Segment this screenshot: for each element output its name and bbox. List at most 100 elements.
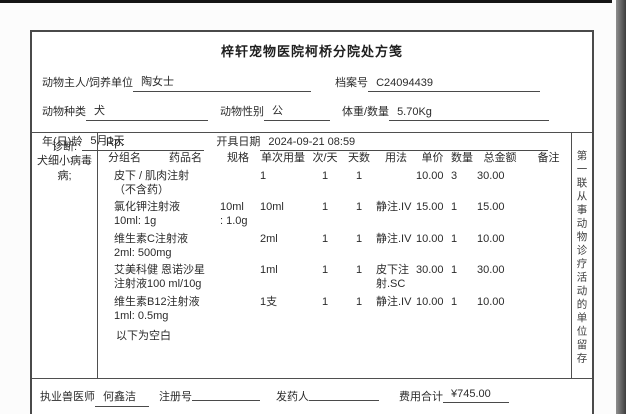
- drug-total: 10.00: [477, 232, 505, 245]
- drug-days: 1: [355, 264, 363, 277]
- column-header-qty: 数量: [451, 152, 473, 164]
- drug-remark: [525, 201, 571, 229]
- weight-label: 体重/数量: [342, 106, 390, 118]
- drug-usage: 皮下注射.SC: [376, 264, 409, 290]
- blank-below-note: 以下为空白: [116, 330, 171, 343]
- drug-usage: [376, 170, 416, 198]
- vet-label: 执业兽医师: [40, 391, 95, 403]
- column-header-times: 次/天: [312, 152, 338, 164]
- drug-name: 艾美科健 恩诺沙星 注射液100 ml/10g: [114, 264, 206, 290]
- drug-dose: 1ml: [260, 264, 278, 277]
- drug-qty: 1: [451, 201, 458, 214]
- dispenser-value: [309, 388, 379, 401]
- species-value: 犬: [86, 102, 208, 121]
- rx-table: 分组名 药品名 规格 单次用量 次/天 天数 用法 单价 数量 总金额 备注 皮…: [106, 152, 571, 323]
- column-header-total: 总金额: [483, 152, 517, 164]
- drug-total: 15.00: [477, 201, 505, 214]
- drug-usage: 静注.IV: [376, 201, 412, 214]
- drug-name: 皮下 / 肌肉注射 （不含药）: [114, 169, 190, 196]
- gender-value: 公: [264, 102, 330, 121]
- header-group: 分组名: [108, 152, 141, 164]
- column-header-days: 天数: [348, 152, 370, 164]
- drug-total: 30.00: [477, 169, 505, 182]
- weight-value: 5.70Kg: [389, 106, 550, 121]
- owner-value: 陶女士: [133, 73, 312, 92]
- sheet-main: 诊断: 犬细小病毒病; Rp: 分组名 药品名 规格 单次用量 次/天 天数 用…: [32, 132, 592, 378]
- drug-qty: 1: [451, 264, 458, 277]
- drug-total: 30.00: [477, 264, 505, 277]
- drug-days: 1: [355, 201, 363, 214]
- field-row-age-date: 年(日)龄 5月1天 开具日期 2024-09-21 08:59: [42, 132, 582, 151]
- owner-label: 动物主人/饲养单位: [42, 77, 134, 89]
- drug-dose: 10ml: [260, 201, 284, 214]
- drug-times: 1: [321, 169, 329, 182]
- column-header-price: 单价: [421, 152, 444, 164]
- drug-remark: [525, 264, 571, 292]
- drug-name: 氯化钾注射液 10ml: 1g: [114, 201, 180, 227]
- sheet-header: 梓轩宠物医院柯桥分院处方笺 动物主人/饲养单位 陶女士 档案号 C2409443…: [32, 32, 592, 151]
- drug-qty: 1: [451, 232, 458, 245]
- species-label: 动物种类: [42, 106, 86, 118]
- drug-qty: 3: [451, 169, 458, 182]
- gender-label: 动物性别: [220, 106, 264, 118]
- registration-label: 注册号: [159, 391, 192, 403]
- window-top-edge: [0, 0, 612, 3]
- page-title: 梓轩宠物医院柯桥分院处方笺: [220, 44, 403, 59]
- header-drug: 药品名: [169, 152, 202, 164]
- diagnosis-value: 犬细小病毒病;: [37, 155, 92, 182]
- drug-price: 15.00: [416, 201, 444, 214]
- rp-label: Rp:: [106, 137, 124, 149]
- column-header-dose: 单次用量: [261, 152, 305, 164]
- column-header-usage: 用法: [385, 152, 407, 164]
- drug-days: 1: [355, 232, 363, 245]
- drug-days: 1: [355, 295, 363, 308]
- drug-price: 10.00: [416, 169, 444, 182]
- drug-usage: 静注.IV: [376, 232, 412, 245]
- diagnosis-column: 诊断: 犬细小病毒病;: [32, 133, 98, 378]
- total-cost-label: 费用合计: [399, 391, 443, 403]
- drug-dose: 1支: [260, 295, 278, 308]
- drug-spec: [218, 264, 258, 292]
- issue-date-value: 2024-09-21 08:59: [260, 136, 549, 151]
- drug-spec: [218, 296, 258, 324]
- drug-price: 10.00: [416, 232, 444, 245]
- diagnosis-label: 诊断:: [51, 141, 78, 153]
- drug-times: 1: [321, 295, 329, 308]
- rx-area: Rp: 分组名 药品名 规格 单次用量 次/天 天数 用法 单价 数量 总金额 …: [98, 133, 571, 378]
- file-number-label: 档案号: [335, 77, 369, 89]
- page-right-shadow: [616, 0, 626, 414]
- drug-dose: 1: [260, 169, 267, 182]
- drug-remark: [525, 233, 571, 261]
- sheet-footer: 执业兽医师 何鑫洁 注册号 发药人 费用合计 ¥745.00: [32, 378, 592, 414]
- field-row-owner: 动物主人/饲养单位 陶女士 档案号 C24094439: [42, 73, 582, 92]
- drug-qty: 1: [451, 295, 458, 308]
- column-header-remark: 备注: [537, 152, 560, 164]
- drug-price: 10.00: [416, 295, 444, 308]
- copy-retention-note: 第一联从事动物诊疗活动的单位留存: [575, 150, 588, 366]
- vet-value: 何鑫洁: [95, 388, 149, 407]
- drug-name: 维生素C注射液 2ml: 500mg: [114, 232, 188, 259]
- drug-usage: 静注.IV: [376, 295, 412, 308]
- age-value: 5月1天: [82, 132, 205, 151]
- drug-times: 1: [321, 264, 329, 277]
- drug-spec: [218, 233, 258, 261]
- copy-retention-strip: 第一联从事动物诊疗活动的单位留存: [571, 133, 592, 378]
- column-header-spec: 规格: [227, 152, 249, 164]
- drug-name: 维生素B12注射液 1ml: 0.5mg: [114, 295, 200, 322]
- drug-times: 1: [321, 201, 329, 214]
- drug-spec: [218, 170, 258, 198]
- drug-times: 1: [321, 232, 329, 245]
- issue-date-label: 开具日期: [216, 136, 261, 148]
- drug-remark: [525, 170, 571, 198]
- total-cost-value: ¥745.00: [443, 388, 509, 403]
- drug-days: 1: [355, 169, 363, 182]
- drug-price: 30.00: [416, 264, 444, 277]
- dispenser-label: 发药人: [276, 391, 309, 403]
- registration-value: [192, 388, 260, 401]
- file-number-value: C24094439: [368, 77, 541, 92]
- drug-spec: 10ml : 1.0g: [220, 201, 248, 227]
- drug-dose: 2ml: [260, 232, 278, 245]
- drug-remark: [525, 296, 571, 324]
- prescription-sheet: 梓轩宠物医院柯桥分院处方笺 动物主人/饲养单位 陶女士 档案号 C2409443…: [30, 30, 594, 414]
